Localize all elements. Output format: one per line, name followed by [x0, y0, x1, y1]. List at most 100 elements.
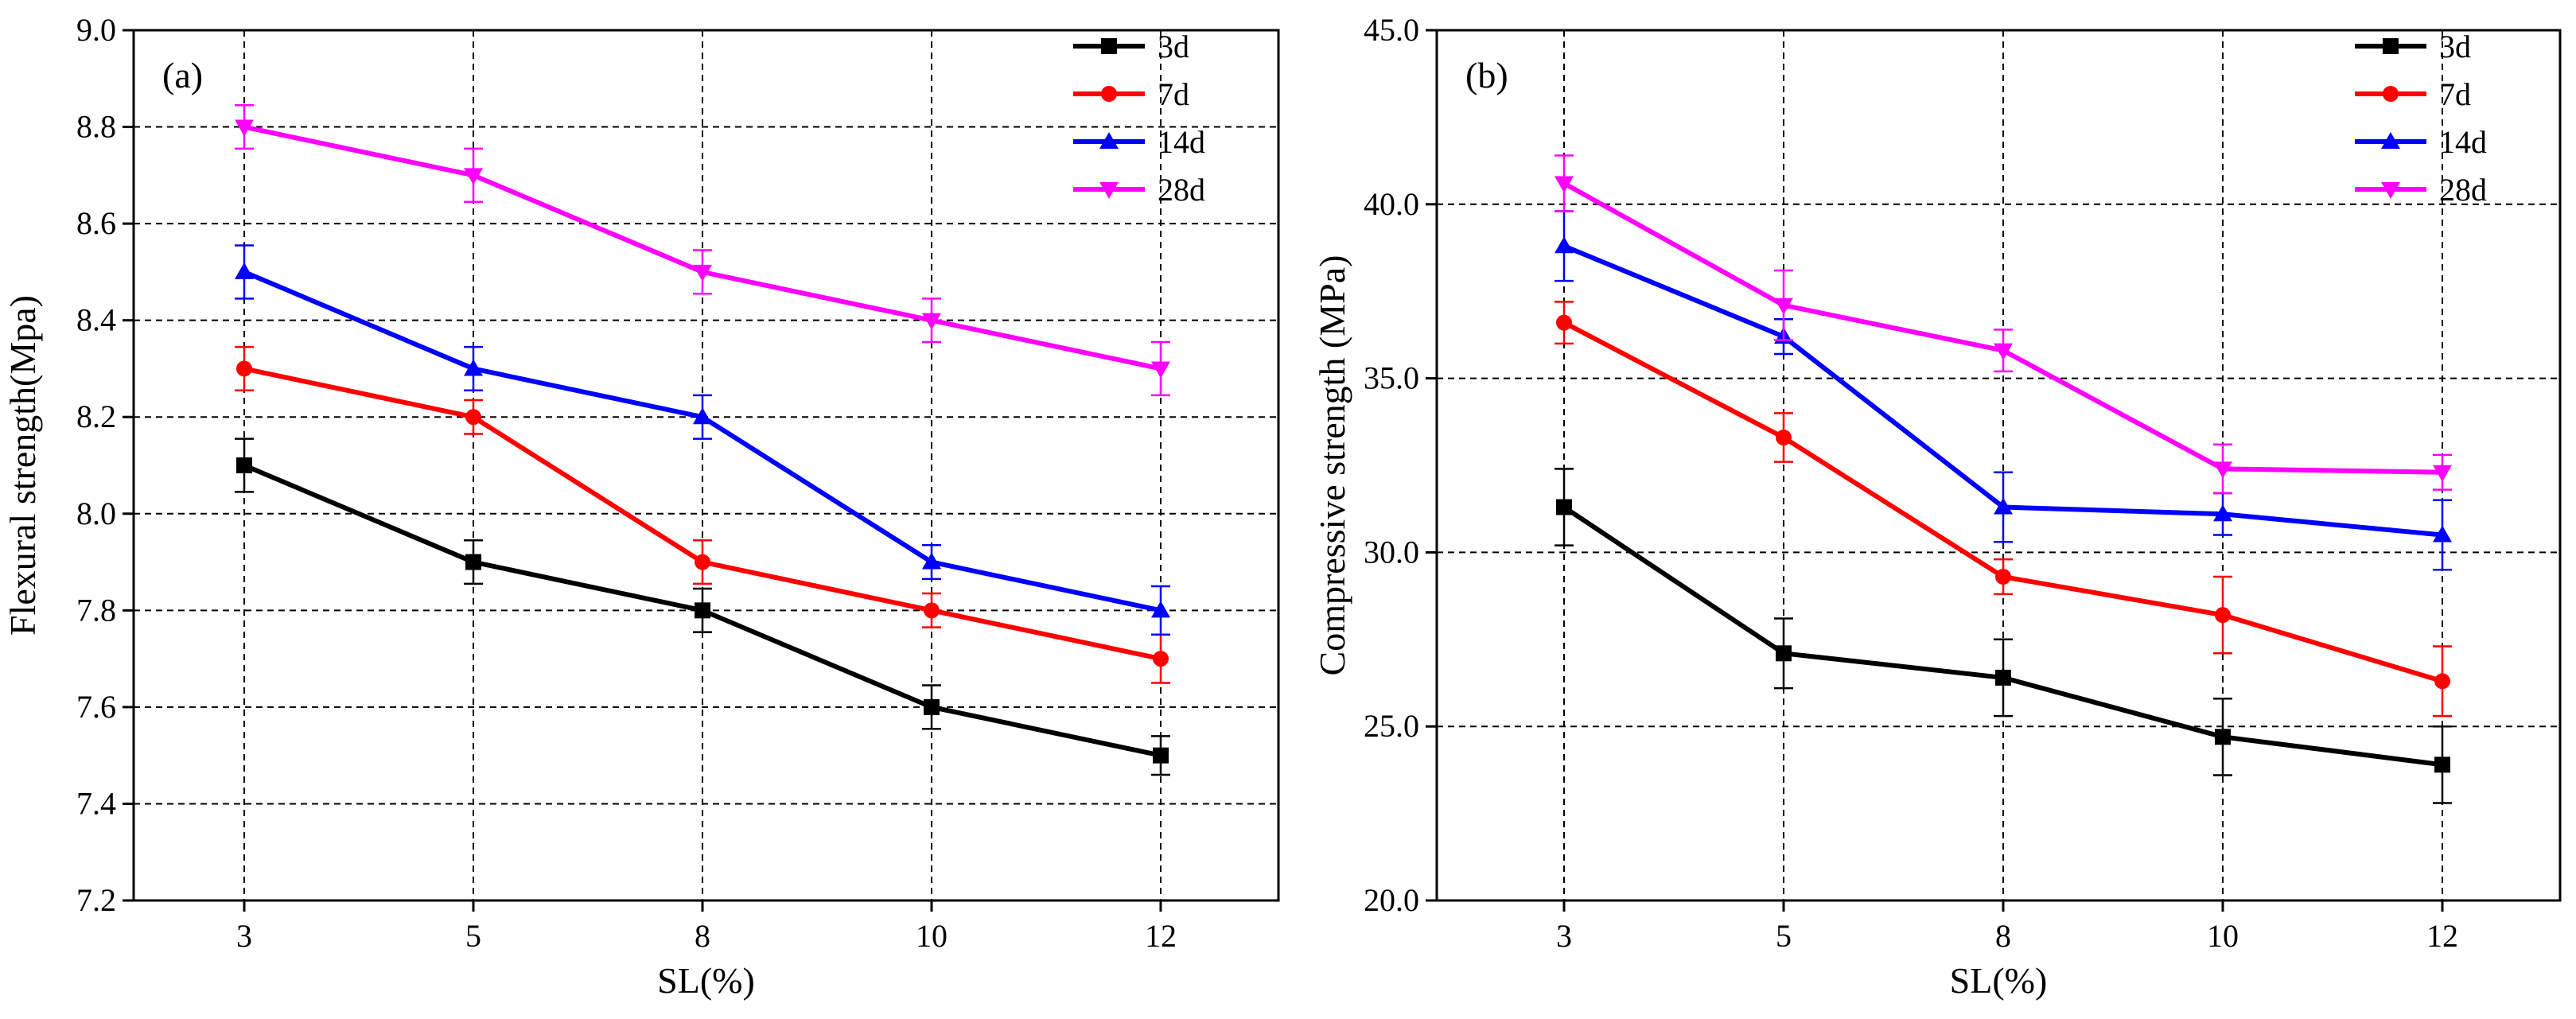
panel-a-x-axis-title: SL(%)	[657, 960, 755, 1001]
panel-b-series-14d	[1555, 210, 2452, 571]
panel-a-y-axis-title: Flexural strength(Mpa)	[2, 295, 43, 636]
panel-a-series-14d	[235, 244, 1170, 636]
panel-b-panel-label: (b)	[1465, 55, 1508, 95]
panel-b-series-14d-point	[1555, 236, 1574, 254]
panel-a-y-tick-label: 7.8	[76, 592, 116, 628]
panel-a-series-3d-point	[695, 602, 710, 619]
panel-b-y-tick-label: 35.0	[1364, 360, 1419, 396]
panel-a-legend-marker-28d	[1099, 182, 1119, 199]
panel-a-series-7d-point	[695, 554, 710, 570]
panel-b-series-28d	[1555, 154, 2452, 495]
panel-b-compressive-chart: 20.0 25.0 30.0 35.0 40.0 45.0 3 5 8 10 12 SL(%) Comp…	[1312, 12, 2562, 1001]
panel-a-x-tick-label: 5	[465, 918, 481, 954]
panel-b-series-28d-point	[2213, 461, 2232, 479]
panel-b-series-3d-point	[1556, 499, 1572, 515]
panel-a-series-7d-point	[236, 360, 252, 377]
panel-a-series-14d-point	[235, 262, 254, 279]
panel-b-legend-label-28d: 28d	[2439, 172, 2487, 208]
panel-b-series-28d-point	[1994, 343, 2013, 360]
panel-b-x-axis-title: SL(%)	[1950, 960, 2048, 1001]
panel-a-series-28d-point	[693, 264, 712, 282]
panel-a-series-28d	[235, 103, 1170, 397]
panel-b-y-tick-label: 45.0	[1364, 12, 1419, 48]
panel-a-y-tick-label: 7.6	[76, 689, 116, 725]
panel-b-y-tick-label: 30.0	[1364, 534, 1419, 570]
panel-b-legend: 3d 7d 14d 28d	[2355, 29, 2487, 208]
panel-a-y-tick-label: 8.4	[76, 302, 116, 338]
panel-a-legend-marker-14d	[1099, 132, 1119, 149]
panel-b-series-28d-point	[1555, 176, 1574, 193]
panel-a-series-7d-point	[924, 602, 940, 619]
panel-a-legend-marker-3d	[1101, 38, 1117, 54]
panel-a-flexural-chart: 7.2 7.4 7.6 7.8 8.0 8.2 8.4 8.6 8.8 9.0 3 5 8 10 12 SL(…	[2, 12, 1280, 1001]
panel-a-plot-frame	[132, 29, 1280, 902]
panel-a-y-tick-label: 7.4	[76, 785, 116, 821]
panel-a-x-tick-label: 3	[236, 918, 252, 954]
panel-b-x-tick-label: 12	[2426, 918, 2458, 954]
panel-a-legend-label-14d: 14d	[1158, 124, 1205, 160]
panel-b-x-tick-label: 5	[1776, 918, 1792, 954]
panel-b-legend-marker-7d	[2383, 86, 2399, 102]
panel-b-series-7d-point	[1776, 429, 1792, 445]
panel-a-series-3d-point	[1153, 747, 1169, 764]
panel-b-series-7d-point	[2434, 673, 2450, 690]
panel-b-series-3d-point	[1995, 669, 2011, 686]
panel-a-series-3d	[235, 438, 1170, 776]
panel-a-legend-marker-7d	[1101, 86, 1117, 102]
panel-b-x-tick-label: 3	[1556, 918, 1572, 954]
panel-b-series-14d-point	[2213, 504, 2232, 522]
panel-a-series-14d-point	[1151, 601, 1170, 618]
panel-a-series-3d-point	[924, 698, 940, 715]
panel-b-y-axis-title: Compressive strength (MPa)	[1312, 255, 1352, 676]
panel-b-series-3d	[1555, 468, 2452, 804]
panel-a-legend-label-3d: 3d	[1158, 29, 1189, 64]
panel-b-series-7d-point	[2215, 607, 2231, 624]
panel-b-x-tick-label: 8	[1995, 918, 2011, 954]
panel-b-series-3d-point	[2434, 756, 2450, 773]
panel-b-y-tick-label: 20.0	[1364, 882, 1419, 918]
panel-a-y-tick-label: 8.0	[76, 496, 116, 531]
panel-a-panel-label: (a)	[162, 55, 203, 95]
panel-a-y-tick-label: 8.8	[76, 109, 116, 145]
panel-a-x-tick-label: 12	[1145, 918, 1177, 954]
panel-b-series-3d-point	[2215, 729, 2231, 745]
panel-b-series-28d-point	[2433, 465, 2452, 482]
panel-a-series-7d-point	[465, 409, 481, 426]
panel-b-legend-marker-14d	[2381, 132, 2400, 149]
panel-b-x-tick-label: 10	[2207, 918, 2239, 954]
panel-a-y-tick-label: 9.0	[76, 12, 116, 48]
panel-a-series-28d-point	[1151, 361, 1170, 379]
panel-b-series-14d-point	[2433, 525, 2452, 543]
panel-a-x-tick-label: 8	[695, 918, 710, 954]
panel-a-series-3d-point	[236, 457, 252, 473]
panel-a-legend-label-28d: 28d	[1158, 172, 1205, 208]
panel-a-x-tick-label: 10	[916, 918, 948, 954]
panel-a-y-tick-label: 7.2	[76, 882, 116, 918]
panel-a-y-tick-label: 8.2	[76, 399, 116, 434]
panel-b-legend-label-3d: 3d	[2439, 29, 2471, 64]
panel-b-series-3d-point	[1776, 645, 1792, 662]
panel-a-series-7d	[235, 345, 1170, 684]
panel-b-series-7d-point	[1995, 569, 2011, 585]
panel-a-series-14d-point	[922, 552, 941, 570]
panel-a-series-28d-point	[922, 313, 941, 330]
panel-a-y-tick-label: 8.6	[76, 205, 116, 241]
panel-a-series-7d-point	[1153, 651, 1169, 667]
panel-b-legend-label-14d: 14d	[2439, 124, 2487, 160]
panel-b-series-7d	[1555, 301, 2452, 718]
panel-b-legend-marker-3d	[2383, 38, 2399, 54]
panel-b-y-tick-label: 40.0	[1364, 186, 1419, 222]
panel-b-y-tick-label: 25.0	[1364, 708, 1419, 744]
panel-a-legend-label-7d: 7d	[1158, 76, 1189, 112]
panel-b-series-28d-point	[1774, 298, 1793, 315]
panel-b-plot-frame	[1435, 29, 2562, 902]
panel-b-legend-marker-28d	[2381, 182, 2400, 199]
panel-b-series-7d-point	[1556, 314, 1572, 331]
panel-b-series-14d-point	[1994, 497, 2013, 515]
panel-a-series-14d-point	[693, 407, 712, 425]
panel-a-series-14d-point	[464, 359, 483, 376]
panel-a-series-28d-point	[464, 168, 483, 185]
panel-a-legend: 3d 7d 14d 28d	[1073, 29, 1205, 208]
